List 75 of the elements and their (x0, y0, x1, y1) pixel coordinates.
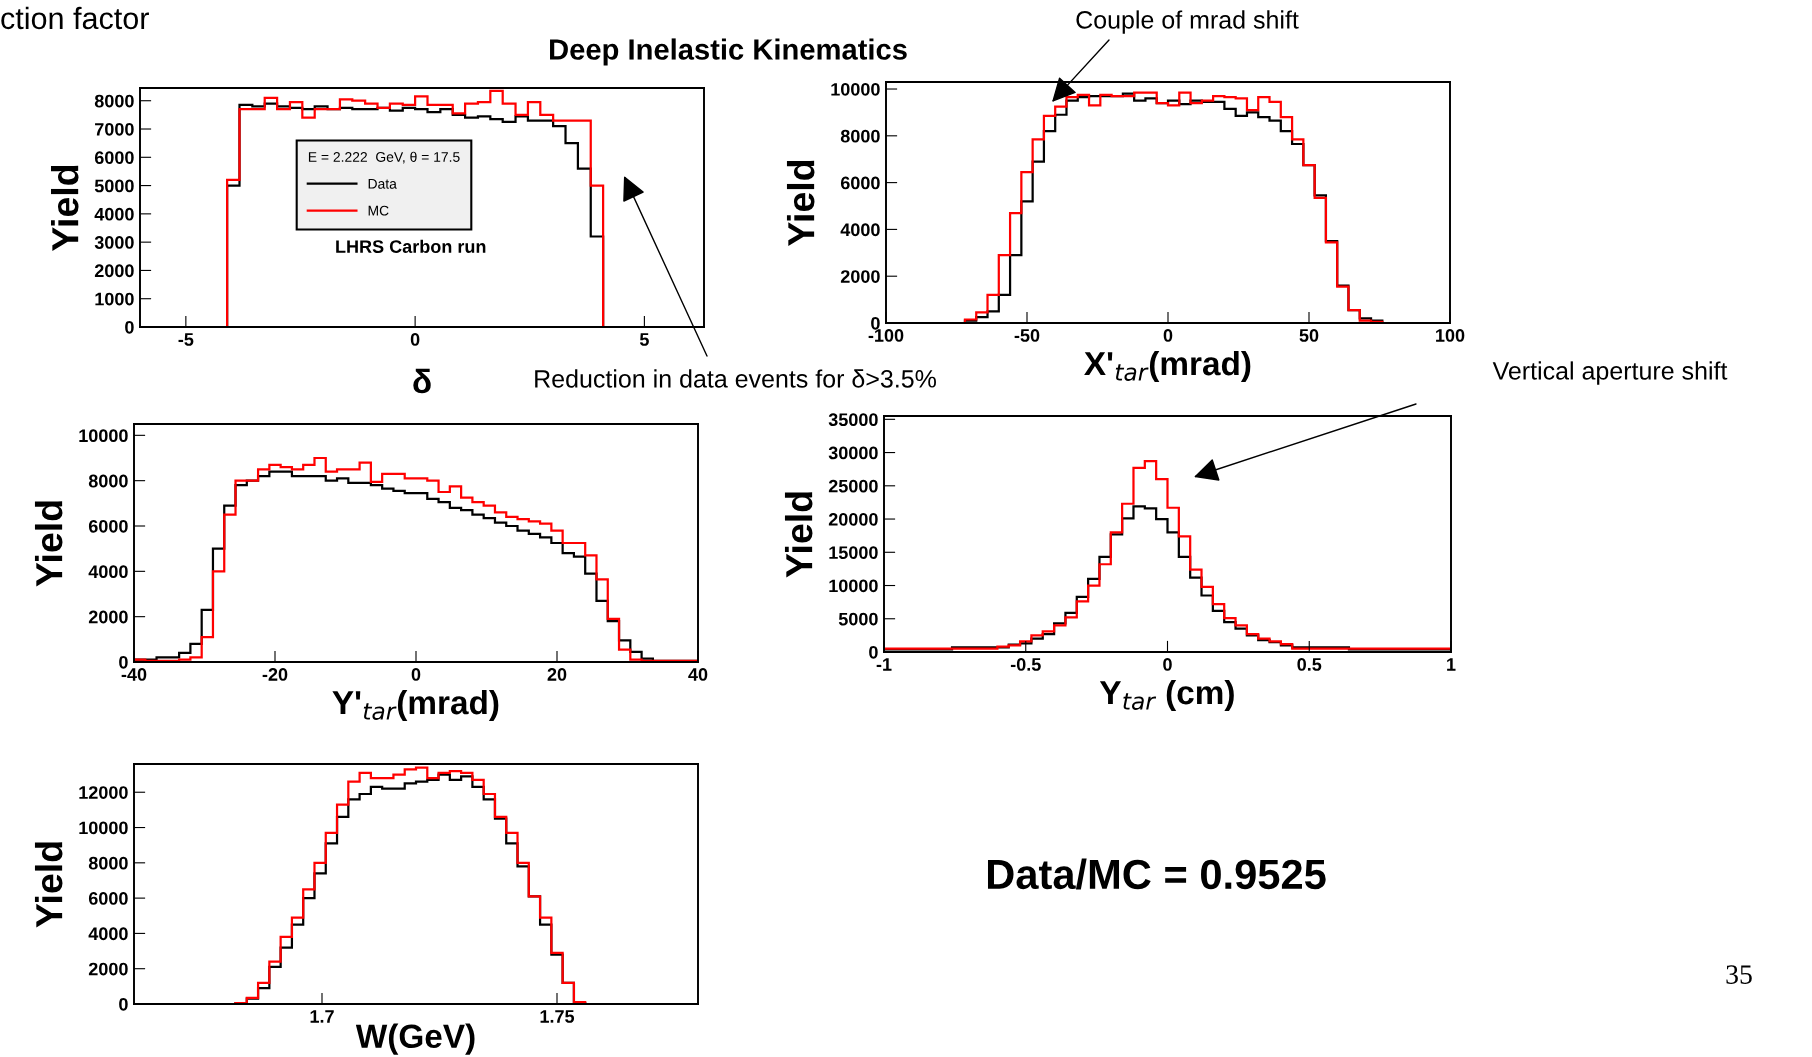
y-tick-label: 2000 (88, 610, 128, 624)
y-tick-label: 4000 (840, 223, 880, 237)
y-tick-label: 10000 (831, 82, 880, 96)
x-tick-label: 1.7 (310, 1010, 334, 1023)
legend-title: E = 2.222 GeV, θ = 17.5 (308, 151, 460, 164)
y-tick-label: 4000 (88, 927, 128, 941)
text: Couple of mrad shift (1076, 10, 1299, 34)
y-tick-label: 5000 (94, 179, 134, 193)
text: Data/MC = 0.9525 (987, 858, 1326, 890)
x-tick-label: 0 (411, 668, 421, 681)
y-tick-label: 20000 (828, 512, 878, 526)
y-tick-label: 35000 (828, 413, 878, 427)
y-tick-label: 5000 (838, 612, 878, 626)
x-tick-label: 100 (1436, 329, 1465, 342)
y-tick-label: 1000 (95, 292, 134, 306)
y-tick-label: 2000 (88, 962, 128, 976)
y-tick-label: 3000 (94, 236, 134, 249)
y-tick-label: 8000 (88, 856, 128, 870)
x-tick-label: -5 (178, 333, 194, 346)
y-axis-title: Yield (50, 165, 79, 251)
x-axis-title: δ (413, 368, 431, 394)
legend-label: MC (368, 205, 389, 216)
y-tick-label: 8000 (88, 474, 128, 488)
y-tick-label: 12000 (79, 786, 128, 799)
y-tick-label: 8000 (840, 129, 880, 143)
x-tick-label: -100 (868, 329, 904, 342)
x-tick-label: -20 (262, 668, 288, 681)
x-tick-label: 1.75 (540, 1010, 575, 1023)
x-tick-label: -0.5 (1010, 658, 1041, 671)
y-axis-title: Yield (34, 842, 63, 928)
y-tick-label: 7000 (95, 122, 134, 136)
x-axis-title: W(GeV) (355, 1023, 475, 1055)
x-tick-label: 0 (1163, 329, 1173, 342)
y-tick-label: 30000 (828, 446, 878, 460)
y-tick-label: 0 (119, 997, 128, 1011)
x-axis-title: Y'$_{tar}$(mrad) (332, 689, 499, 722)
y-tick-label: 6000 (840, 176, 880, 190)
legend-label: Data (368, 179, 397, 189)
y-tick-label: 0 (869, 645, 878, 659)
y-tick-label: 2000 (840, 270, 880, 283)
y-axis-title: Yield (784, 492, 813, 578)
y-tick-label: 6000 (88, 892, 128, 905)
x-tick-label: 20 (547, 668, 567, 681)
x-tick-label: 1 (1447, 658, 1456, 671)
y-tick-label: 8000 (94, 94, 134, 108)
y-tick-label: 10000 (829, 579, 878, 593)
y-tick-label: 4000 (88, 565, 128, 579)
text: Reduction in data events for δ>3.5% (535, 369, 936, 388)
x-tick-label: 0 (410, 333, 420, 346)
text: ction factor (1, 6, 149, 30)
text: 35 (1726, 965, 1752, 984)
x-axis-title: Y$_{tar}$ (cm) (1099, 679, 1234, 712)
x-tick-label: -40 (121, 668, 147, 681)
x-tick-label: 40 (688, 668, 708, 681)
x-tick-label: 5 (639, 333, 649, 346)
y-tick-label: 25000 (828, 479, 878, 493)
x-tick-label: 0 (1163, 658, 1172, 671)
annotation: LHRS Carbon run (336, 239, 486, 253)
y-axis-title: Yield (786, 160, 815, 246)
y-tick-label: 0 (871, 316, 880, 330)
x-tick-label: 0.5 (1297, 658, 1322, 671)
y-tick-label: 4000 (94, 207, 134, 221)
y-tick-label: 10000 (79, 821, 128, 835)
y-tick-label: 6000 (94, 151, 134, 165)
x-tick-label: -1 (876, 658, 892, 671)
y-axis-title: Yield (34, 501, 63, 587)
y-tick-label: 6000 (88, 519, 128, 533)
chart-title: Deep Inelastic Kinematics (550, 38, 907, 66)
text: Vertical aperture shift (1492, 361, 1728, 385)
y-tick-label: 15000 (829, 546, 878, 559)
y-tick-label: 2000 (94, 264, 134, 278)
x-tick-label: 50 (1299, 329, 1319, 342)
y-tick-label: 10000 (79, 429, 128, 443)
x-tick-label: -50 (1014, 329, 1040, 342)
x-axis-title: X'$_{tar}$(mrad) (1084, 350, 1251, 383)
